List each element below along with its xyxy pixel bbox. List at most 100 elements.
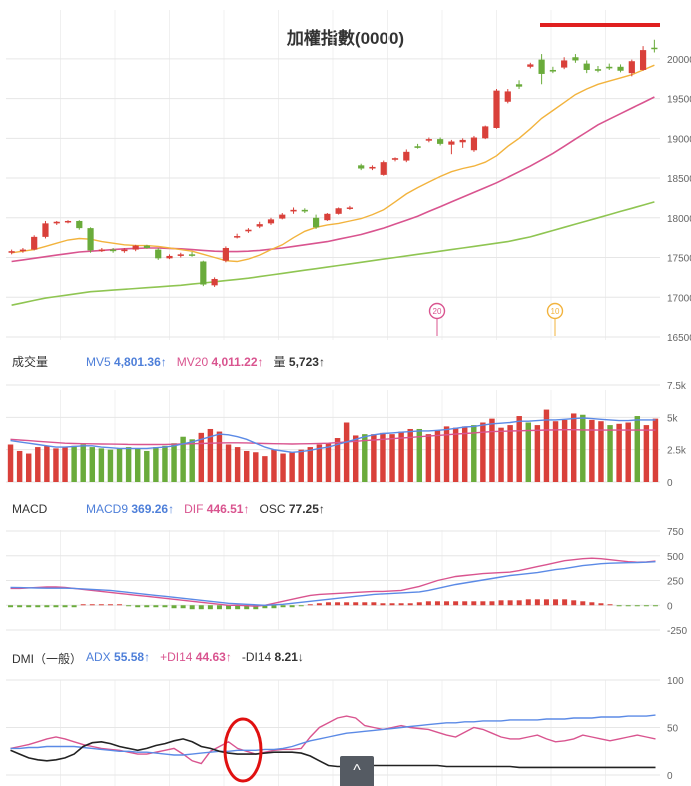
macd9-arrow: ↑	[168, 502, 175, 516]
osc-bar	[153, 605, 159, 608]
ma-marker-label: 20	[433, 307, 442, 316]
volume-tick-label: 5k	[667, 413, 679, 424]
mv5-label: MV5	[86, 355, 111, 369]
candle-body	[504, 91, 511, 102]
osc-bar	[316, 603, 322, 606]
candle-body	[19, 249, 27, 252]
candle-body	[64, 220, 72, 223]
osc-bar	[17, 605, 23, 608]
osc-bar	[62, 605, 68, 608]
osc-bar	[180, 605, 186, 609]
osc-bar	[162, 605, 168, 608]
osc-bar	[643, 605, 649, 607]
osc-bar	[571, 600, 577, 606]
volume-tick-label: 0	[667, 478, 673, 489]
candle-body	[222, 247, 229, 261]
osc-bar	[434, 601, 440, 606]
osc-bar	[307, 604, 313, 606]
adx-value: 55.58	[114, 650, 145, 664]
volume-bar	[525, 422, 532, 482]
candle-body	[470, 137, 478, 151]
osc-bar	[107, 604, 113, 606]
volume-bar	[262, 456, 268, 482]
volume-bar	[534, 425, 541, 482]
osc-bar	[371, 602, 377, 606]
ma-marker-circle	[428, 302, 446, 320]
volume-bar	[362, 434, 368, 482]
dif-label: DIF	[184, 502, 204, 516]
candle-body	[425, 139, 432, 141]
candle-body	[200, 261, 207, 285]
osc-bar	[652, 605, 658, 607]
candle-body	[256, 224, 263, 227]
osc-bar	[26, 605, 32, 608]
volume-bar	[398, 431, 404, 482]
volume-bar	[334, 438, 341, 482]
volume-bar	[352, 435, 359, 482]
osc-bar	[44, 605, 50, 608]
volume-bar	[80, 444, 86, 482]
macd-tick-label: 750	[667, 527, 684, 538]
osc-bar	[507, 600, 513, 606]
volume-bar	[380, 432, 386, 482]
osc-bar	[607, 604, 613, 606]
osc-bar	[80, 604, 86, 606]
osc-bar	[498, 600, 504, 606]
osc-value: 77.25	[288, 502, 319, 516]
volume-bar	[44, 445, 50, 482]
candle-body	[606, 66, 613, 69]
osc-bar	[280, 605, 286, 608]
dif-line	[10, 557, 656, 607]
vol-label: 量	[273, 355, 286, 369]
osc-bar	[553, 599, 559, 606]
candle-body	[211, 278, 218, 286]
volume-bar	[198, 432, 205, 482]
ma-marker-circle	[546, 302, 564, 320]
price-tick-label: 19000	[667, 134, 691, 145]
volume-bar	[507, 425, 513, 482]
dmi-tick-label: 50	[667, 724, 679, 735]
macd-tick-label: 250	[667, 577, 684, 588]
volume-bar	[125, 447, 132, 482]
candle-body	[53, 221, 60, 224]
volume-bar	[598, 421, 604, 482]
volume-legend: MV5 4,801.36↑ MV20 4,011.22↑ 量 5,723↑	[86, 353, 325, 370]
volume-bar	[371, 434, 377, 482]
candle-body	[234, 236, 241, 238]
osc-bar	[480, 601, 486, 606]
osc-bar	[407, 603, 413, 606]
osc-bar	[616, 605, 622, 607]
volume-bar	[116, 448, 123, 482]
volume-bar	[489, 418, 495, 482]
candle-body	[651, 47, 658, 50]
volume-bar	[289, 452, 295, 482]
osc-bar	[89, 604, 95, 606]
mdi-line	[10, 738, 656, 769]
osc-bar	[489, 601, 495, 606]
osc-bar	[126, 605, 132, 607]
candle-body	[358, 165, 365, 169]
price-tick-label: 18000	[667, 214, 691, 225]
candle-body	[324, 213, 331, 221]
volume-bar	[153, 447, 159, 482]
volume-bar	[625, 422, 631, 482]
osc-bar	[144, 605, 150, 608]
osc-bar	[516, 600, 522, 606]
vol-value: 5,723	[288, 355, 319, 369]
osc-bar	[226, 605, 232, 610]
scroll-to-top-button[interactable]: ^	[340, 756, 374, 786]
mdi-arrow: ↓	[297, 650, 304, 664]
ma10-line	[11, 96, 655, 263]
dif-arrow: ↑	[243, 502, 250, 516]
volume-bar	[325, 443, 332, 482]
volume-bar	[634, 416, 641, 482]
osc-bar	[598, 603, 604, 606]
candle-body	[76, 220, 83, 229]
osc-bar	[453, 601, 459, 606]
candle-body	[155, 249, 162, 259]
volume-bar	[62, 447, 68, 482]
volume-bar	[144, 450, 150, 482]
candle-body	[639, 50, 647, 70]
osc-bar	[344, 602, 350, 606]
